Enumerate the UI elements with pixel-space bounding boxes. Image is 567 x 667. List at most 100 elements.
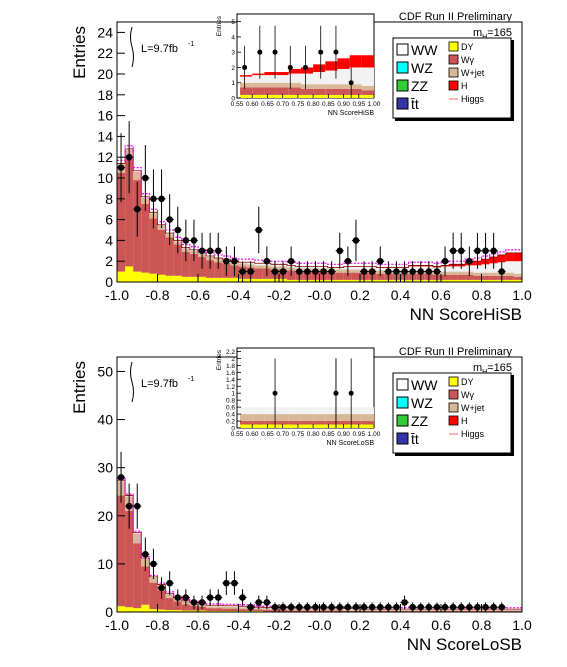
bar-wjet_red: [189, 253, 198, 277]
legend-label: Wγ: [461, 55, 474, 65]
y-tick-label: 22: [97, 45, 113, 61]
inset-bar-dy: [240, 94, 253, 98]
inset-bar-wjet_red: [252, 87, 265, 95]
data-point: [295, 268, 303, 275]
inset-bar-wjet: [349, 84, 362, 89]
y-tick-label: 14: [97, 128, 113, 144]
legend: WW WZ ZZ t̄t DY Wγ W+jet H Higgs: [392, 372, 514, 456]
data-point: [417, 268, 425, 275]
data-point: [142, 550, 149, 558]
bar-wjet: [165, 594, 174, 599]
inset-data-point: [303, 64, 308, 70]
data-point: [255, 599, 263, 606]
data-point: [206, 594, 214, 601]
higgs-line: [117, 478, 522, 609]
inset-bar-dy: [325, 424, 338, 428]
inset-bar-dy: [300, 424, 314, 428]
data-point: [474, 247, 481, 255]
inset-bar-wjet_red: [276, 421, 289, 425]
data-point: [352, 603, 360, 611]
inset-y-tick-label: 1: [231, 80, 235, 87]
legend-label: WW: [411, 42, 438, 58]
data-points: [117, 121, 506, 282]
x-tick-label: -0.8: [145, 617, 169, 633]
x-tick-label: -0.0: [307, 617, 331, 633]
inset-bar-h: [252, 73, 265, 76]
inset-y-tick-label: 3: [231, 50, 235, 57]
legend-label: WZ: [411, 60, 433, 76]
legend-label: ZZ: [411, 413, 429, 429]
data-point: [360, 603, 368, 611]
bar-wjet: [133, 533, 142, 544]
inset-y-tick-label: 0.8: [226, 398, 235, 405]
inset-bar-wjet_red: [264, 421, 277, 425]
inset-bar-ww: [240, 407, 253, 415]
inset-bar-h: [300, 67, 314, 74]
inset-bar-wjet_red: [349, 421, 362, 425]
data-point: [433, 603, 441, 611]
inset-x-tick-label: 0.95: [352, 431, 365, 438]
inset-x-axis-label: NN ScoreLoSB: [327, 440, 375, 447]
inset-bar-dy: [240, 424, 253, 428]
inset-data-point: [348, 80, 354, 86]
bar-wjet: [133, 171, 142, 181]
legend-swatch: [448, 67, 459, 78]
bar-ww: [449, 266, 458, 272]
inset-y-tick-label: 4: [231, 34, 235, 41]
inset-bar-wjet: [264, 414, 277, 422]
bar-wjet: [254, 265, 263, 269]
data-point: [304, 268, 311, 275]
bar-wjet: [513, 610, 522, 612]
data-point: [482, 603, 489, 611]
inset-bar-wjet: [240, 82, 253, 88]
inset-bar-h: [325, 61, 338, 71]
inset-data-point: [257, 49, 263, 55]
data-point: [166, 579, 173, 587]
y-tick-label: 30: [97, 460, 113, 476]
legend-label: W+jet: [461, 68, 485, 78]
data-point: [368, 603, 376, 611]
bar-dy: [351, 279, 360, 282]
mass-m: m: [473, 27, 482, 39]
inset-y-tick-label: 2.2: [226, 349, 235, 356]
inset-x-tick-label: 0.75: [292, 101, 305, 108]
legend-label: ZZ: [411, 78, 429, 94]
inset-x-tick-label: 0.60: [246, 101, 259, 108]
bar-ww: [400, 609, 409, 611]
data-point: [198, 599, 206, 606]
data-point: [441, 257, 449, 265]
inset-bar-ww: [240, 76, 253, 83]
data-point: [409, 603, 416, 611]
inset-bar-wjet_red: [240, 421, 253, 425]
x-tick-label: -0.6: [186, 617, 210, 633]
x-tick-label: -0.4: [226, 287, 250, 303]
bar-dy: [222, 277, 231, 282]
data-point: [409, 268, 416, 275]
y-tick-label: 12: [97, 149, 113, 165]
data-point: [150, 560, 157, 568]
data-point: [360, 268, 368, 275]
bar-dy: [165, 275, 174, 282]
bar-dy: [149, 609, 158, 612]
bar-wjet_red: [214, 608, 223, 612]
inset-y-tick-label: 1.6: [226, 370, 235, 377]
bar-ww: [238, 606, 247, 608]
data-point: [376, 603, 384, 611]
inset-bar-ww: [252, 75, 265, 83]
inset-bar-ww: [300, 407, 314, 415]
data-point: [255, 226, 263, 234]
legend-label: Wγ: [461, 390, 474, 400]
lumi-exponent: -1: [188, 41, 194, 48]
bar-wjet_red: [505, 275, 514, 280]
legend-label: WZ: [411, 395, 433, 411]
bar-dy: [505, 279, 514, 282]
bar-wjet_red: [133, 543, 142, 609]
legend-swatch: [448, 389, 459, 400]
inset-bar-h: [288, 68, 301, 74]
bar-dy: [465, 279, 474, 282]
bar-ww: [230, 605, 239, 607]
legend-label: W+jet: [461, 403, 485, 413]
data-point: [287, 257, 295, 265]
inset-bar-dy: [349, 94, 362, 98]
